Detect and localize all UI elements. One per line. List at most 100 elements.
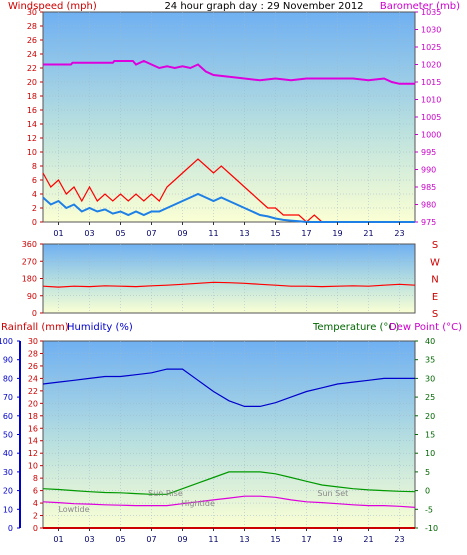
x-tick-label: 09 <box>177 535 187 544</box>
rain-tick-label: 2 <box>33 512 38 521</box>
humidity-series-line <box>42 368 415 407</box>
humidity-tick-label: 40 <box>3 449 13 458</box>
axes-layer <box>17 11 418 531</box>
dewpoint-axis-label: Dew Point (°C) <box>389 322 462 333</box>
x-tick-label: 23 <box>394 229 404 238</box>
windspeed-axis-label: Windspeed (mph) <box>8 1 97 12</box>
humidity-tick-label: 20 <box>3 487 13 496</box>
humidity-tick-label: 90 <box>3 356 13 365</box>
rain-tick-label: 12 <box>28 449 38 458</box>
x-tick-label: 03 <box>84 229 94 238</box>
x-tick-label: 07 <box>146 229 156 238</box>
rain-tick-label: 10 <box>28 462 38 471</box>
right-tick-label: 1030 <box>421 26 441 35</box>
left-tick-label: 14 <box>27 120 37 129</box>
x-tick-label: 19 <box>332 535 342 544</box>
x-tick-label: 03 <box>84 535 94 544</box>
temperature-series-line <box>42 471 416 495</box>
x-tick-label: 13 <box>239 535 249 544</box>
temp-tick-label: 20 <box>425 412 435 421</box>
temp-tick-label: 15 <box>425 431 435 440</box>
plot-panels <box>42 11 416 529</box>
annotation-label: Sun Rise <box>148 489 183 498</box>
rain-tick-label: 16 <box>28 424 38 433</box>
chart-title: 24 hour graph day : 29 November 2012 <box>164 1 363 12</box>
x-tick-label: 05 <box>115 535 125 544</box>
temp-tick-label: 0 <box>425 487 430 496</box>
temp-tick-label: 25 <box>425 393 435 402</box>
wind-direction-series-line <box>42 281 416 288</box>
rain-tick-label: 22 <box>28 387 38 396</box>
right-tick-label: 990 <box>421 166 436 175</box>
left-tick-label: 16 <box>27 106 37 115</box>
x-tick-label: 17 <box>301 535 311 544</box>
rain-tick-label: 28 <box>28 349 38 358</box>
left-tick-label: 20 <box>27 78 37 87</box>
compass-label: W <box>430 257 440 268</box>
left-tick-label: 30 <box>27 8 37 17</box>
left-tick-label: 18 <box>27 92 37 101</box>
right-tick-label: 1015 <box>421 78 441 87</box>
left-tick-label: 28 <box>27 22 37 31</box>
left-tick-label: 4 <box>32 190 37 199</box>
right-tick-label: 995 <box>421 148 436 157</box>
dewpoint-series-line <box>42 495 416 508</box>
temp-tick-label: 40 <box>425 337 435 346</box>
labels-layer: 0246810121416182022242628309759809859909… <box>0 1 462 544</box>
temp-tick-label: 30 <box>425 374 435 383</box>
temp-tick-label: -5 <box>425 505 433 514</box>
right-tick-label: 1025 <box>421 43 441 52</box>
rain-tick-label: 8 <box>33 474 38 483</box>
right-tick-label: 1020 <box>421 61 441 70</box>
wind-series-line <box>42 192 415 223</box>
x-tick-label: 21 <box>363 229 373 238</box>
direction-tick-label: 180 <box>22 275 37 284</box>
humidity-tick-label: 60 <box>3 412 13 421</box>
humidity-tick-label: 70 <box>3 393 13 402</box>
annotation-label: Sun Set <box>317 489 348 498</box>
gust-series-line <box>42 158 415 223</box>
rain-tick-label: 6 <box>33 487 38 496</box>
barometer-series-line <box>43 59 415 85</box>
x-tick-label: 11 <box>208 535 218 544</box>
wind-panel-background <box>42 11 416 223</box>
right-tick-label: 1010 <box>421 96 441 105</box>
right-tick-label: 975 <box>421 218 436 227</box>
rain-tick-label: 20 <box>28 399 38 408</box>
direction-tick-label: 90 <box>27 292 37 301</box>
series-layer <box>42 59 416 529</box>
x-tick-label: 19 <box>332 229 342 238</box>
left-tick-label: 2 <box>32 204 37 213</box>
compass-label: E <box>432 292 438 303</box>
right-tick-label: 985 <box>421 183 436 192</box>
x-tick-label: 01 <box>53 229 63 238</box>
right-tick-label: 980 <box>421 201 436 210</box>
left-tick-label: 8 <box>32 162 37 171</box>
rain-tick-label: 0 <box>33 524 38 533</box>
right-tick-label: 1005 <box>421 113 441 122</box>
humidity-tick-label: 30 <box>3 468 13 477</box>
left-tick-label: 6 <box>32 176 37 185</box>
temp-tick-label: -10 <box>425 524 438 533</box>
humidity-tick-label: 10 <box>3 505 13 514</box>
x-tick-label: 23 <box>394 535 404 544</box>
humidity-tick-label: 50 <box>3 431 13 440</box>
left-tick-label: 26 <box>27 36 37 45</box>
compass-label: S <box>432 240 438 251</box>
left-tick-label: 10 <box>27 148 37 157</box>
x-tick-label: 05 <box>115 229 125 238</box>
humidity-axis-label: Humidity (%) <box>67 322 133 333</box>
temp-tick-label: 5 <box>425 468 430 477</box>
humidity-tick-label: 0 <box>8 524 13 533</box>
direction-tick-label: 270 <box>22 257 37 266</box>
annotation-label: Lowtide <box>58 505 89 514</box>
x-tick-label: 15 <box>270 535 280 544</box>
x-tick-label: 21 <box>363 535 373 544</box>
left-tick-label: 0 <box>32 218 37 227</box>
left-tick-label: 22 <box>27 64 37 73</box>
rain-tick-label: 30 <box>28 337 38 346</box>
right-tick-label: 1000 <box>421 131 441 140</box>
rainfall-axis-label: Rainfall (mm) <box>1 322 69 333</box>
x-tick-label: 09 <box>177 229 187 238</box>
